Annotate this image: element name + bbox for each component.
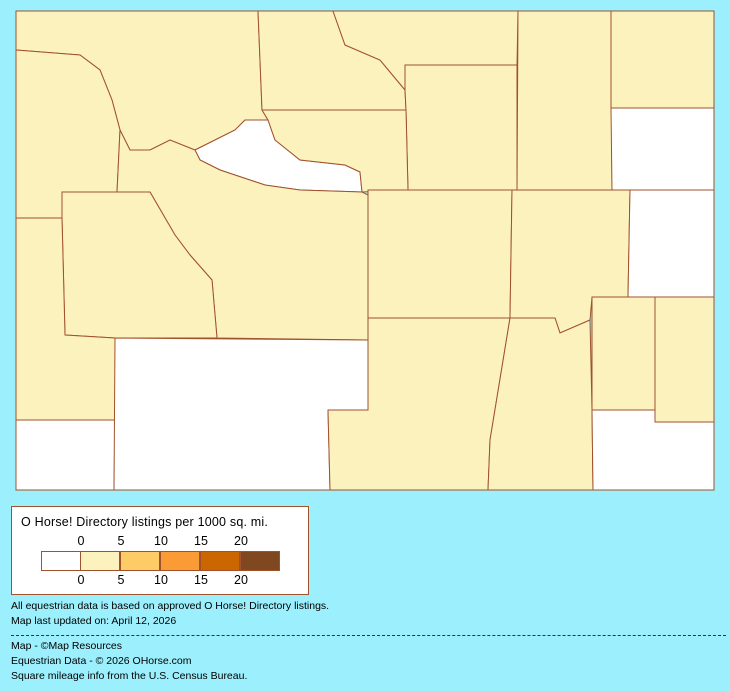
legend-swatch-4 [200, 551, 240, 571]
legend-bottom-tick: 15 [194, 573, 208, 587]
legend-swatch-5 [240, 551, 280, 571]
legend-swatch-0 [41, 551, 81, 571]
data-source-note: All equestrian data is based on approved… [11, 600, 330, 612]
legend-swatch-3 [160, 551, 200, 571]
county-region[interactable] [610, 10, 715, 109]
legend-top-tick: 15 [194, 534, 208, 548]
legend-top-tick: 0 [77, 534, 85, 548]
county-region[interactable] [261, 109, 409, 193]
legend-swatch-2 [120, 551, 160, 571]
legend-bottom-tick: 20 [234, 573, 248, 587]
census-credit: Square mileage info from the U.S. Census… [11, 670, 248, 682]
county-region[interactable] [654, 296, 715, 423]
map-credit: Map - ©Map Resources [11, 640, 123, 652]
county-region[interactable] [404, 64, 518, 191]
legend-top-tick: 20 [234, 534, 248, 548]
county-map [15, 10, 715, 491]
divider [11, 635, 726, 636]
county-region[interactable] [367, 189, 513, 319]
legend-bottom-tick: 10 [154, 573, 168, 587]
county-region[interactable] [591, 409, 715, 491]
county-region[interactable] [627, 189, 715, 298]
county-region[interactable] [591, 296, 656, 411]
legend-title: O Horse! Directory listings per 1000 sq.… [21, 515, 269, 529]
map-frame [15, 10, 715, 491]
data-credit: Equestrian Data - © 2026 OHorse.com [11, 655, 192, 667]
legend-top-tick: 5 [117, 534, 125, 548]
legend: O Horse! Directory listings per 1000 sq.… [11, 506, 309, 595]
last-updated-note: Map last updated on: April 12, 2026 [11, 615, 177, 627]
legend-top-tick: 10 [154, 534, 168, 548]
county-region[interactable] [516, 10, 613, 191]
legend-bottom-tick: 5 [117, 573, 125, 587]
county-region[interactable] [15, 419, 116, 491]
legend-swatch-1 [80, 551, 120, 571]
legend-bottom-tick: 0 [77, 573, 85, 587]
county-region[interactable] [610, 107, 715, 191]
